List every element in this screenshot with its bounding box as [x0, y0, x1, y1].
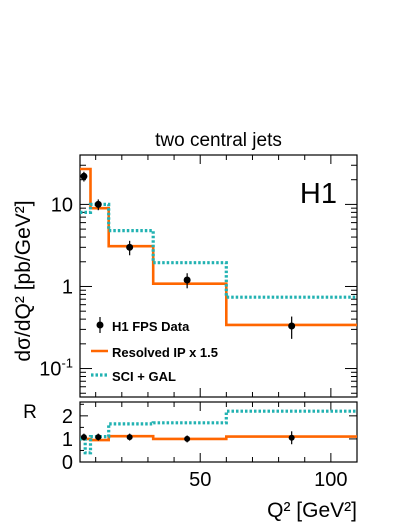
- x-tick-label: 100: [314, 469, 347, 491]
- y-tick-label: 10-1: [39, 356, 73, 381]
- data-point: [183, 276, 191, 284]
- data-point: [80, 172, 88, 180]
- legend-label-data: H1 FPS Data: [112, 319, 190, 334]
- ratio-line-resolved-ip: [80, 434, 357, 442]
- ratio-point: [95, 434, 102, 441]
- y-tick-label: 1: [62, 276, 73, 298]
- y-tick-base: 10: [39, 359, 61, 381]
- ratio-point: [126, 434, 133, 441]
- ratio-y-tick-label: 1: [62, 429, 73, 451]
- data-point: [94, 200, 102, 208]
- y-tick-label: 10: [51, 194, 73, 216]
- ratio-panel-frame: [79, 401, 358, 463]
- ratio-point: [288, 434, 295, 441]
- ratio-point: [80, 434, 87, 441]
- ratio-y-tick-label: 0: [62, 452, 73, 474]
- ratio-y-tick-label: 2: [62, 406, 73, 428]
- data-point: [288, 322, 296, 330]
- y-tick-base: 10: [51, 194, 73, 216]
- y-tick-base: 1: [62, 276, 73, 298]
- top-panel-frame: [79, 154, 358, 398]
- x-tick-label: 50: [189, 469, 211, 491]
- chart-title: two central jets: [155, 130, 282, 151]
- watermark-label: H1: [300, 178, 337, 210]
- legend-label-resolved-ip: Resolved IP x 1.5: [112, 345, 218, 360]
- x-axis-title: Q² [GeV²]: [267, 499, 357, 522]
- y-tick-exponent: -1: [61, 356, 73, 371]
- data-point: [126, 243, 134, 251]
- ratio-axis-title: R: [23, 402, 37, 423]
- y-axis-title: dσ/dQ² [pb/GeV²]: [12, 200, 35, 361]
- ratio-line-sci-gal: [80, 409, 357, 455]
- legend-label-sci-gal: SCI + GAL: [112, 369, 176, 384]
- series-line-sci-gal: [80, 202, 357, 299]
- ratio-point: [184, 435, 191, 442]
- legend-data-marker: [96, 321, 104, 329]
